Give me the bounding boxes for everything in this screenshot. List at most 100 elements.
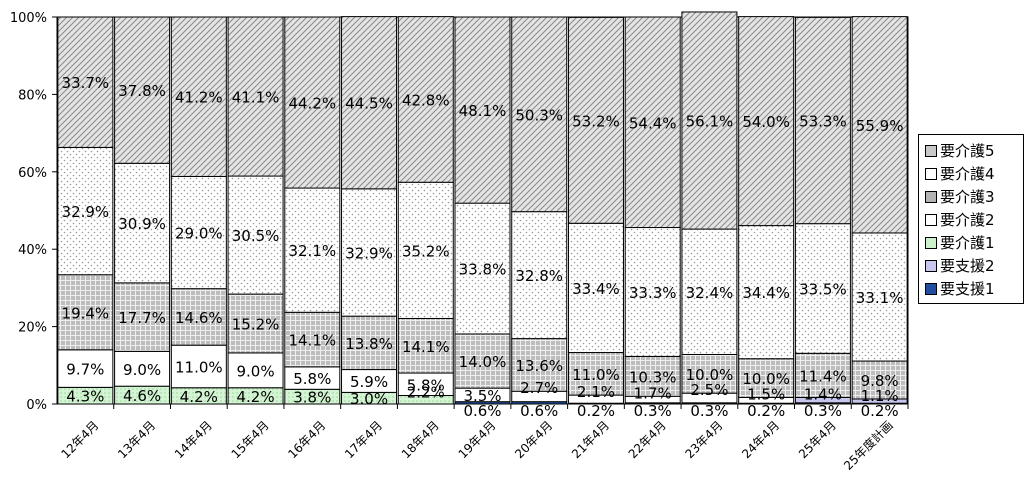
bar-segment	[114, 16, 171, 164]
legend-swatch	[925, 213, 937, 226]
x-tick-label: 17年4月	[342, 418, 385, 461]
data-label: 2.7%	[520, 379, 558, 397]
legend-item: 要介護5	[925, 139, 1023, 162]
bar-segment	[681, 353, 738, 394]
data-label: 53.3%	[799, 113, 847, 131]
bar-segment	[794, 16, 851, 225]
data-label: 2.1%	[577, 383, 615, 401]
data-label: 1.1%	[861, 387, 899, 405]
legend-label: 要介護1	[940, 234, 995, 252]
data-label: 30.5%	[232, 227, 280, 245]
data-label: 44.5%	[345, 95, 393, 113]
y-tick-label: 40%	[18, 243, 47, 258]
x-tick-label: 14年4月	[172, 418, 215, 461]
bar-segment	[170, 175, 227, 290]
bar-segment	[851, 232, 908, 362]
bar-segment	[511, 338, 568, 392]
legend-swatch	[925, 236, 937, 249]
bar-segment	[738, 358, 795, 398]
legend-label: 要介護4	[940, 165, 995, 183]
bar-segment	[794, 223, 851, 354]
data-label: 5.8%	[293, 370, 331, 388]
data-label: 54.4%	[629, 114, 677, 132]
data-label: 14.6%	[175, 309, 223, 327]
bar-segment	[511, 16, 568, 213]
bar-segment	[738, 16, 795, 227]
bar-segment	[57, 349, 114, 388]
data-label: 54.0%	[742, 113, 790, 131]
bar-segment	[738, 225, 795, 360]
x-tick-label: 24年4月	[739, 418, 782, 461]
x-tick-label: 25年4月	[796, 418, 839, 461]
bar-segment	[794, 352, 851, 398]
data-label: 3.5%	[463, 387, 501, 405]
y-tick-label: 100%	[10, 11, 47, 26]
y-tick-label: 20%	[18, 321, 47, 336]
bar-segment	[284, 16, 341, 189]
bar-segment	[114, 282, 171, 352]
bar-segment	[567, 352, 624, 396]
legend-swatch	[925, 144, 937, 157]
data-label: 0.2%	[861, 402, 899, 420]
data-label: 10.0%	[742, 370, 790, 388]
legend-label: 要介護5	[940, 142, 995, 160]
data-label: 1.5%	[747, 385, 785, 403]
data-label: 11.0%	[572, 366, 620, 384]
bar-segment	[681, 11, 738, 230]
data-label: 32.1%	[288, 242, 336, 260]
data-label: 34.4%	[742, 284, 790, 302]
y-tick-label: 0%	[26, 398, 47, 413]
data-label: 14.0%	[459, 353, 507, 371]
data-label: 53.2%	[572, 112, 620, 130]
legend-item: 要支援1	[925, 277, 1023, 300]
data-label: 1.4%	[804, 385, 842, 403]
legend-label: 要支援1	[940, 280, 995, 298]
data-label: 9.0%	[237, 362, 275, 380]
data-label: 4.2%	[180, 388, 218, 406]
bar-segment	[227, 352, 284, 389]
data-label: 11.0%	[175, 358, 223, 376]
data-label: 15.2%	[232, 316, 280, 334]
data-label: 56.1%	[686, 113, 734, 131]
data-label: 41.1%	[232, 89, 280, 107]
data-label: 11.4%	[799, 367, 847, 385]
data-label: 1.7%	[634, 384, 672, 402]
data-label: 44.2%	[288, 95, 336, 113]
x-tick-label: 20年4月	[512, 418, 555, 461]
data-label: 4.6%	[123, 387, 161, 405]
data-label: 10.3%	[629, 368, 677, 386]
data-label: 29.0%	[175, 225, 223, 243]
bar-segment	[454, 16, 511, 204]
data-label: 48.1%	[459, 102, 507, 120]
plot-area: 0% 20% 40% 60% 80% 100% 12年4月 13年4月 14年4月 15年4月 16…	[10, 11, 909, 473]
bar-segment	[341, 315, 398, 371]
bar-segment	[170, 16, 227, 177]
bar-segment	[624, 355, 681, 397]
data-label: 32.9%	[345, 244, 393, 262]
bar-segment	[227, 293, 284, 354]
data-label: 14.1%	[288, 332, 336, 350]
legend-swatch	[925, 167, 937, 180]
data-label: 33.1%	[856, 289, 904, 307]
x-tick-label: 15年4月	[229, 418, 272, 461]
bar-segment	[397, 16, 454, 183]
data-label: 30.9%	[118, 215, 166, 233]
legend-label: 要介護3	[940, 188, 995, 206]
x-tick-label: 16年4月	[285, 418, 328, 461]
data-label: 37.8%	[118, 82, 166, 100]
x-tick-label: 19年4月	[456, 418, 499, 461]
bar-segment	[284, 311, 341, 368]
data-label: 0.6%	[520, 402, 558, 420]
data-label: 9.8%	[861, 372, 899, 390]
data-label: 33.8%	[459, 261, 507, 279]
data-label: 0.3%	[690, 402, 728, 420]
legend-item: 要介護4	[925, 162, 1023, 185]
bar-segment	[57, 16, 114, 148]
data-label: 2.2%	[407, 383, 445, 401]
data-label: 9.7%	[66, 361, 104, 379]
data-label: 33.3%	[629, 284, 677, 302]
bar-segment	[57, 274, 114, 351]
data-label: 17.7%	[118, 309, 166, 327]
data-label: 0.3%	[804, 402, 842, 420]
